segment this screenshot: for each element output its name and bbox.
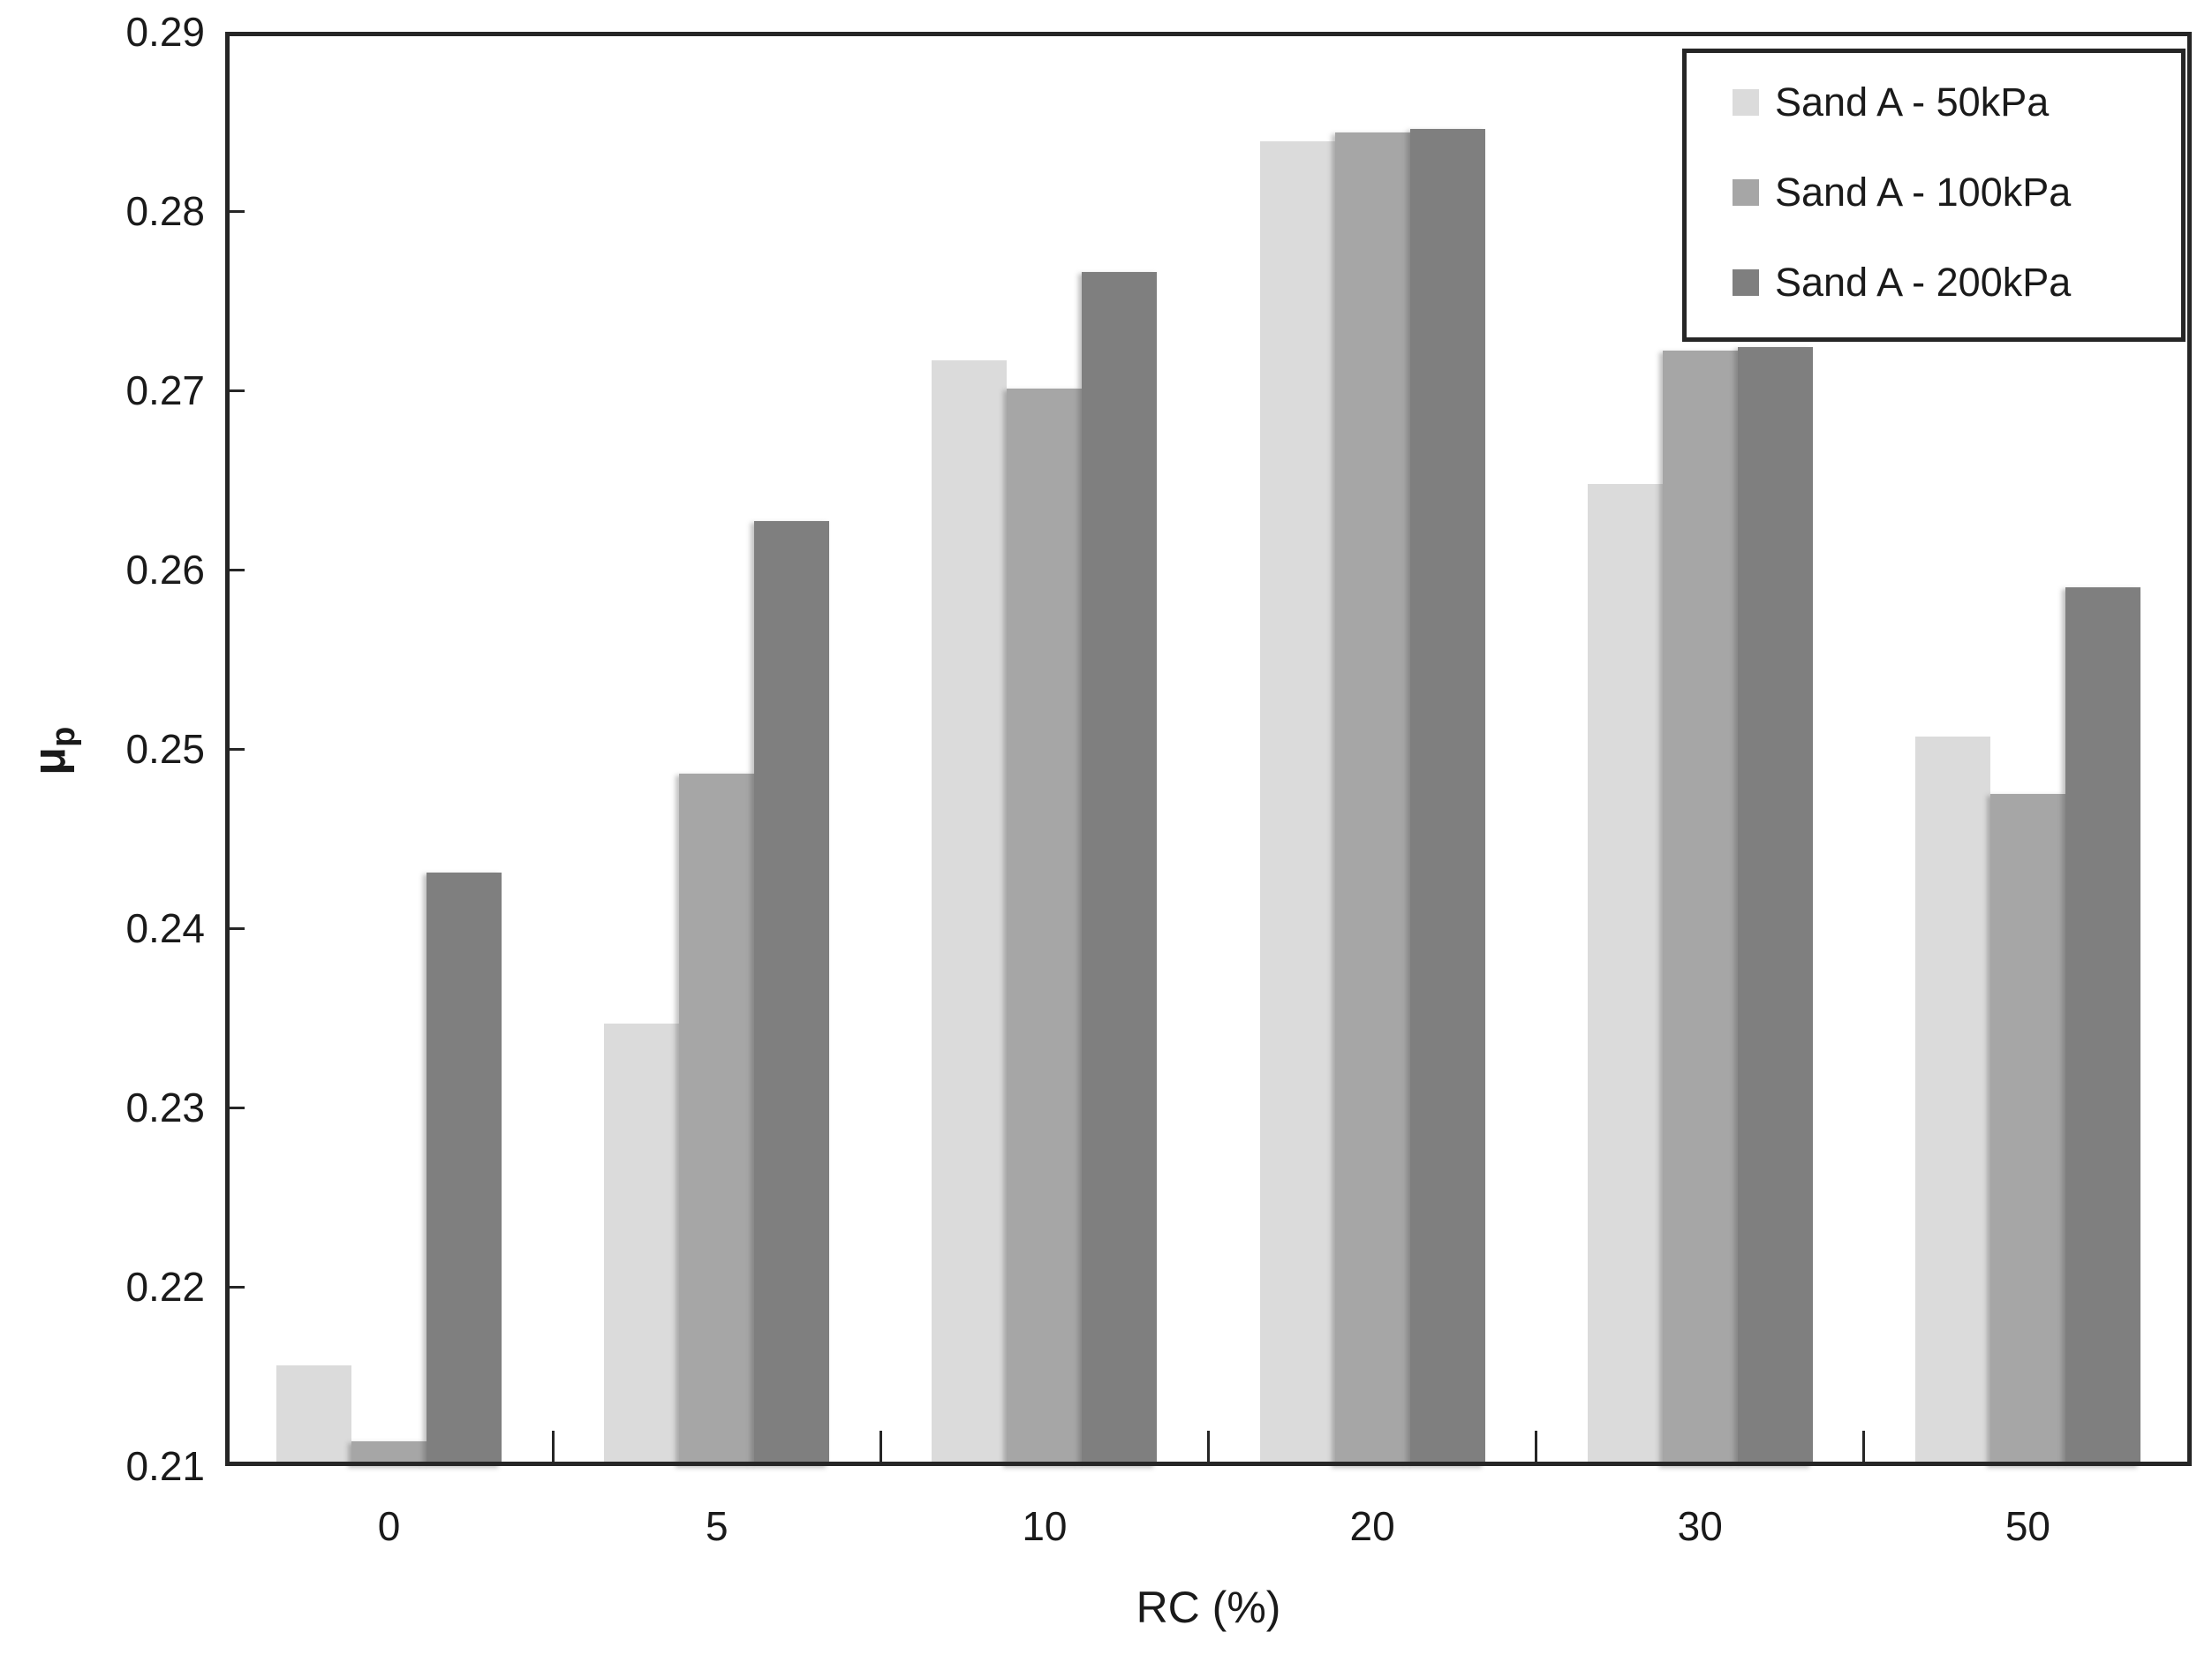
x-tick-label: 20	[1349, 1503, 1395, 1549]
legend-label: Sand A - 200kPa	[1775, 260, 2072, 305]
bar-SandA-100kPa-rc10	[1007, 388, 1083, 1466]
legend-item: Sand A - 200kPa	[1687, 254, 2181, 311]
bar-SandA-200kPa-rc10	[1082, 272, 1158, 1466]
y-tick-label: 0.23	[125, 1085, 205, 1130]
x-tick	[1207, 1431, 1210, 1466]
bar-SandA-100kPa-rc30	[1662, 351, 1738, 1466]
bar-SandA-50kPa-rc30	[1587, 483, 1663, 1466]
y-tick-label: 0.29	[125, 9, 205, 55]
legend-item: Sand A - 50kPa	[1687, 74, 2181, 131]
bar-SandA-200kPa-rc20	[1409, 128, 1485, 1466]
legend-item: Sand A - 100kPa	[1687, 164, 2181, 221]
bar-SandA-100kPa-rc50	[1989, 793, 2065, 1466]
bar-SandA-200kPa-rc5	[754, 521, 830, 1466]
bar-SandA-50kPa-rc50	[1914, 736, 1990, 1466]
y-tick	[225, 568, 245, 571]
y-tick	[225, 926, 245, 930]
y-tick	[225, 1106, 245, 1109]
x-tick-label: 0	[377, 1503, 401, 1549]
legend: Sand A - 50kPa Sand A - 100kPa Sand A - 20…	[1682, 49, 2186, 342]
y-tick	[225, 389, 245, 392]
bar-SandA-100kPa-rc5	[679, 774, 755, 1466]
x-tick-label: 30	[1677, 1503, 1723, 1549]
bar-SandA-100kPa-rc0	[351, 1440, 427, 1466]
x-tick	[1862, 1431, 1866, 1466]
bar-SandA-50kPa-rc0	[276, 1365, 352, 1466]
bar-SandA-50kPa-rc10	[932, 359, 1008, 1466]
bar-SandA-100kPa-rc20	[1334, 132, 1410, 1466]
y-tick-label: 0.25	[125, 726, 205, 772]
x-axis-title: RC (%)	[1136, 1583, 1281, 1632]
legend-label: Sand A - 50kPa	[1775, 79, 2050, 125]
legend-swatch-icon	[1733, 269, 1759, 296]
x-tick	[1535, 1431, 1538, 1466]
y-tick	[225, 747, 245, 751]
y-tick-label: 0.28	[125, 188, 205, 234]
y-tick-label: 0.21	[125, 1443, 205, 1489]
legend-label: Sand A - 100kPa	[1775, 170, 2072, 215]
bar-SandA-200kPa-rc30	[1737, 347, 1813, 1466]
legend-swatch-icon	[1733, 179, 1759, 206]
bar-SandA-200kPa-rc0	[427, 873, 502, 1466]
x-tick	[879, 1431, 882, 1466]
x-tick-label: 5	[705, 1503, 729, 1549]
bar-SandA-50kPa-rc5	[604, 1023, 680, 1466]
y-tick	[225, 209, 245, 213]
legend-swatch-icon	[1733, 89, 1759, 116]
y-tick-label: 0.27	[125, 367, 205, 413]
y-tick-label: 0.22	[125, 1264, 205, 1310]
y-tick-label: 0.26	[125, 547, 205, 593]
bar-SandA-200kPa-rc50	[2065, 587, 2140, 1466]
x-tick	[551, 1431, 555, 1466]
x-tick-label: 10	[1022, 1503, 1068, 1549]
y-tick	[225, 1285, 245, 1289]
y-tick-label: 0.24	[125, 905, 205, 951]
bar-SandA-50kPa-rc20	[1259, 140, 1335, 1466]
x-tick-label: 50	[2004, 1503, 2050, 1549]
